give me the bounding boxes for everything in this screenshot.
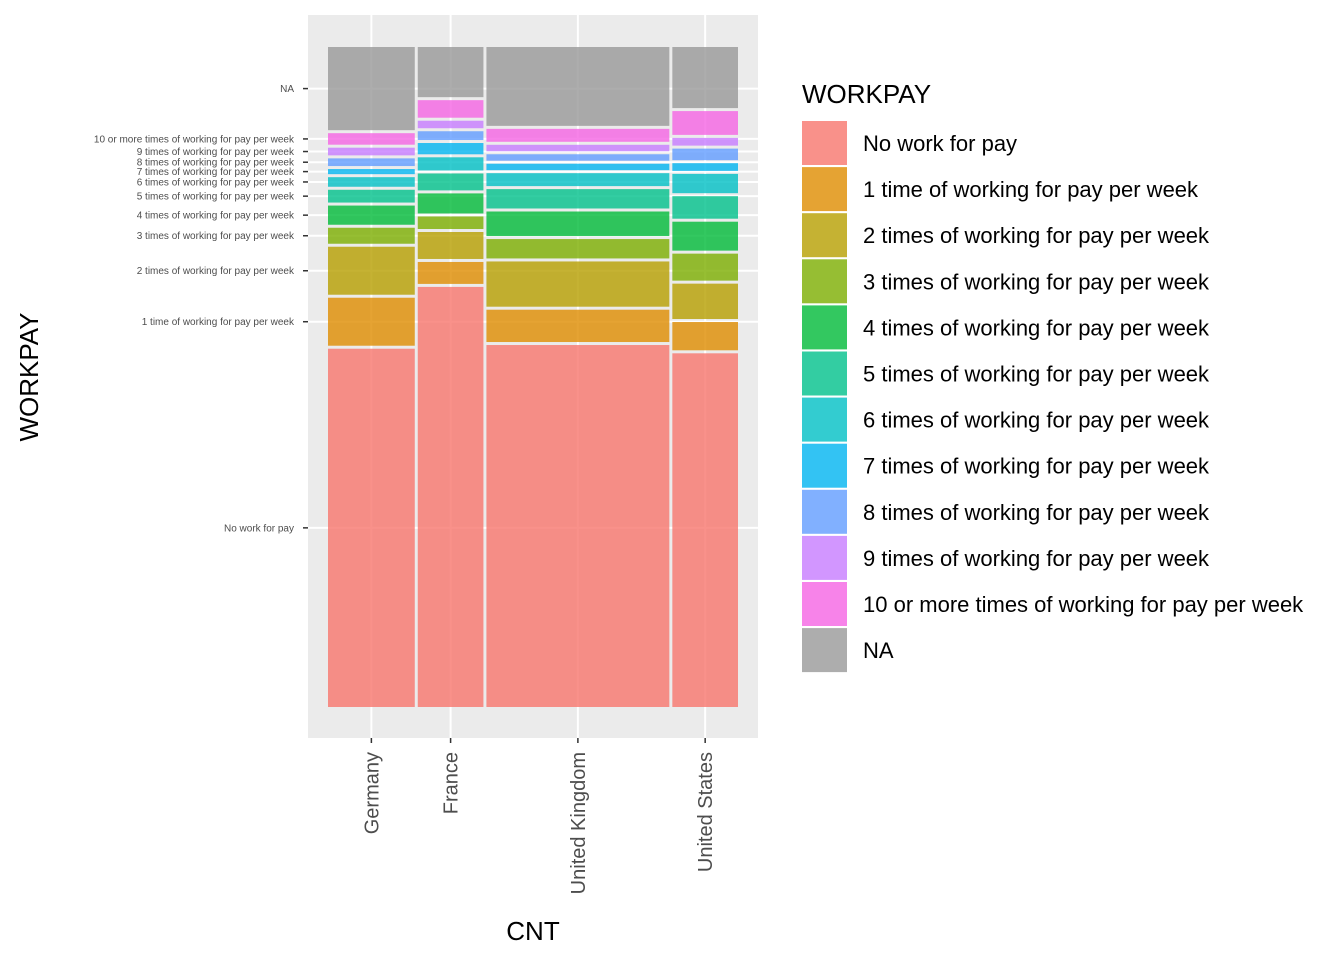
mosaic-tile bbox=[328, 246, 415, 295]
mosaic-tile bbox=[486, 128, 670, 142]
mosaic-tile bbox=[328, 147, 415, 156]
x-axis: Germany France United Kingdom United States bbox=[361, 738, 717, 894]
mosaic-tile bbox=[486, 173, 670, 187]
legend-key bbox=[802, 489, 847, 534]
mosaic-tile bbox=[417, 157, 484, 171]
mosaic-tile bbox=[672, 111, 738, 135]
mosaic-tile bbox=[486, 309, 670, 343]
y-tick-label: 7 times of working for pay per week bbox=[137, 167, 295, 178]
legend-key bbox=[802, 397, 847, 442]
y-tick-label: 4 times of working for pay per week bbox=[137, 211, 295, 222]
x-tick-label: France bbox=[441, 752, 463, 814]
y-axis: No work for pay 1 time of working for pay… bbox=[94, 84, 308, 534]
mosaic-tile bbox=[486, 261, 670, 307]
mosaic-tile bbox=[672, 196, 738, 219]
legend-label: NA bbox=[863, 638, 894, 663]
mosaic-tile bbox=[328, 227, 415, 244]
mosaic-tile bbox=[486, 239, 670, 259]
y-tick-label: NA bbox=[280, 84, 294, 95]
mosaic-tile bbox=[486, 211, 670, 237]
mosaic-tile bbox=[417, 193, 484, 214]
mosaic-tile bbox=[417, 143, 484, 155]
legend-label: 3 times of working for pay per week bbox=[863, 269, 1210, 294]
legend-label: 5 times of working for pay per week bbox=[863, 362, 1210, 387]
legend-key bbox=[802, 351, 847, 396]
mosaic-tile bbox=[672, 253, 738, 281]
legend-label: 7 times of working for pay per week bbox=[863, 454, 1210, 479]
legend-label: 9 times of working for pay per week bbox=[863, 546, 1210, 571]
legend-label: 1 time of working for pay per week bbox=[863, 177, 1199, 202]
mosaic-tile bbox=[328, 158, 415, 167]
mosaic-tile bbox=[417, 131, 484, 141]
y-tick-label: 3 times of working for pay per week bbox=[137, 231, 295, 242]
y-tick-label: No work for pay bbox=[224, 523, 294, 534]
y-tick-label: 10 or more times of working for pay per … bbox=[94, 134, 295, 145]
mosaic-tile bbox=[486, 154, 670, 161]
legend-key bbox=[802, 628, 847, 673]
mosaic-tile bbox=[417, 286, 484, 707]
legend-label: 10 or more times of working for pay per … bbox=[863, 592, 1304, 617]
legend-key bbox=[802, 121, 847, 165]
mosaic-tile bbox=[417, 47, 484, 98]
legend-label: 6 times of working for pay per week bbox=[863, 408, 1210, 433]
legend-label: 8 times of working for pay per week bbox=[863, 500, 1210, 525]
x-axis-title: CNT bbox=[506, 916, 560, 946]
mosaic-tile bbox=[672, 163, 738, 171]
legend-label: 4 times of working for pay per week bbox=[863, 315, 1210, 340]
mosaic-tile bbox=[672, 173, 738, 194]
mosaic-tile bbox=[486, 47, 670, 126]
legend-key bbox=[802, 582, 847, 626]
mosaic-tile bbox=[672, 137, 738, 146]
mosaic-tile bbox=[328, 205, 415, 225]
x-tick-label: Germany bbox=[361, 752, 383, 834]
mosaic-tile bbox=[417, 216, 484, 230]
mosaic-tile bbox=[486, 163, 670, 171]
mosaic-tile bbox=[417, 120, 484, 129]
mosaic-tile bbox=[328, 348, 415, 707]
mosaic-tile bbox=[328, 47, 415, 131]
mosaic-tile bbox=[328, 169, 415, 175]
y-tick-label: 1 time of working for pay per week bbox=[142, 317, 295, 328]
mosaic-tile bbox=[672, 148, 738, 161]
mosaic-tile bbox=[417, 261, 484, 284]
mosaic-tile bbox=[328, 297, 415, 346]
mosaic-tiles bbox=[328, 47, 738, 707]
mosaic-tile bbox=[486, 345, 670, 707]
y-tick-label: 5 times of working for pay per week bbox=[137, 192, 295, 203]
mosaic-tile bbox=[486, 144, 670, 152]
mosaic-tile bbox=[672, 47, 738, 109]
y-tick-label: 2 times of working for pay per week bbox=[137, 266, 295, 277]
x-tick-label: United Kingdom bbox=[568, 752, 590, 894]
mosaic-tile bbox=[672, 283, 738, 320]
mosaic-tile bbox=[328, 177, 415, 187]
x-tick-label: United States bbox=[695, 752, 717, 872]
legend-key bbox=[802, 535, 847, 580]
y-axis-title: WORKPAY bbox=[14, 312, 44, 441]
legend-key bbox=[802, 259, 847, 304]
mosaic-tile bbox=[672, 221, 738, 251]
legend-label: No work for pay bbox=[863, 131, 1017, 156]
legend-label: 2 times of working for pay per week bbox=[863, 223, 1210, 248]
legend-key bbox=[802, 443, 847, 488]
legend-title: WORKPAY bbox=[802, 79, 931, 109]
y-tick-label: 8 times of working for pay per week bbox=[137, 158, 295, 169]
legend-key bbox=[802, 305, 847, 350]
mosaic-tile bbox=[672, 322, 738, 351]
legend-key bbox=[802, 167, 847, 212]
mosaic-tile bbox=[417, 173, 484, 191]
mosaic-tile bbox=[328, 133, 415, 145]
mosaic-tile bbox=[672, 353, 738, 707]
legend-key bbox=[802, 213, 847, 258]
y-tick-label: 9 times of working for pay per week bbox=[137, 147, 295, 158]
mosaic-tile bbox=[417, 232, 484, 259]
mosaic-tile bbox=[417, 100, 484, 118]
legend: WORKPAY No work for pay 1 time of working… bbox=[802, 79, 1304, 673]
y-tick-label: 6 times of working for pay per week bbox=[137, 177, 295, 188]
mosaic-tile bbox=[486, 189, 670, 209]
mosaic-tile bbox=[328, 189, 415, 203]
